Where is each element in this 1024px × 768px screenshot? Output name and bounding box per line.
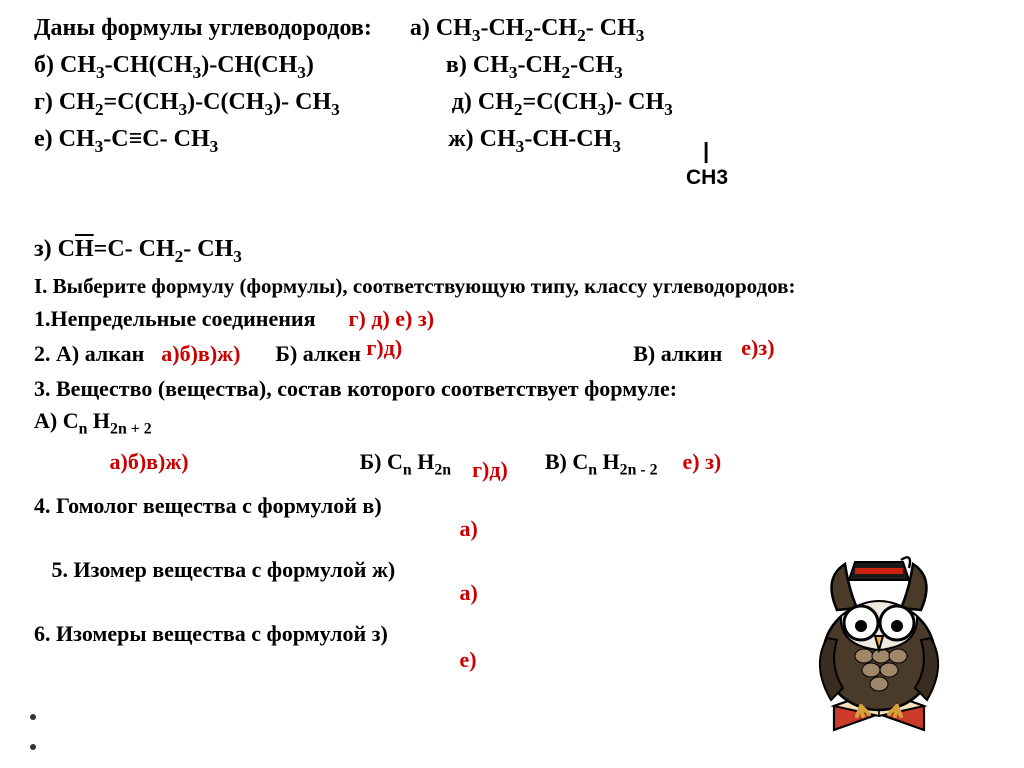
q1-row: 1.Непредельные соединения г) д) е) з) [34,304,1004,335]
q4-answer: а) [460,516,478,541]
q2a-answer: а)б)в)ж) [161,341,240,366]
formula-line-2: б) CH3-CH(CH3)-CH(CH3) в) CH3-CH2-CH3 [34,49,1004,84]
q2c-answer: е)з) [741,335,774,360]
formula-line-4: е) CH3-C≡C- CH3 ж) CH3-CH-CH3 [34,123,1004,158]
formula-line-1: Даны формулы углеводородов: а) CH3-CH2-C… [34,12,1004,47]
bullet-dot [30,714,36,720]
ch3-branch: CH3 [686,166,728,190]
q3b-answer: г)д) [472,457,508,482]
q3-answers-row: а)б)в)ж) Б) Cn H2n г)д) В) Cn H2n - 2 е)… [34,447,1004,482]
q3-text: 3. Вещество (вещества), состав которого … [34,374,1004,405]
q2b-text: Б) алкен [275,341,360,366]
q5-answer: а) [460,580,478,605]
q2b-answer: г)д) [366,335,402,360]
owl-image [779,538,979,738]
intro-text: Даны формулы углеводородов: [34,15,372,41]
q1-answer: г) д) е) з) [349,306,435,331]
bullet-dot [30,744,36,750]
bond-vertical: | [703,138,709,164]
q6-answer: е) [460,647,477,672]
q2-row: 2. А) алкан а)б)в)ж) Б) алкен г)д) В) ал… [34,339,1004,370]
formula-line-z: з) CH=C- CH2- CH3 [34,233,1004,268]
q2a-text: 2. А) алкан [34,341,144,366]
task-heading: I. Выберите формулу (формулы), соответст… [34,272,1004,300]
q3a-answer: а)б)в)ж) [110,449,189,474]
q3c-answer: е) з) [683,449,722,474]
q6-text: 6. Изомеры вещества с формулой з) [34,621,388,646]
formula-line-3: г) CH2=C(CH3)-C(CH3)- CH3 д) CH2=C(CH3)-… [34,86,1004,121]
q2c-text: В) алкин [633,341,722,366]
q1-text: 1.Непредельные соединения [34,306,316,331]
q3a-row: А) Cn H2n + 2 [34,406,1004,441]
